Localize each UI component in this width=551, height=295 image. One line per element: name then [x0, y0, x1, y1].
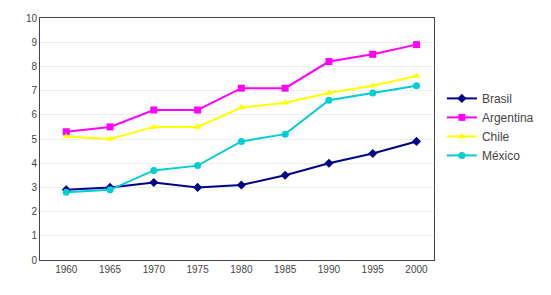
svg-text:1995: 1995	[362, 264, 385, 275]
svg-text:2000: 2000	[405, 264, 428, 275]
svg-text:1: 1	[31, 230, 37, 241]
svg-text:1970: 1970	[143, 264, 166, 275]
svg-text:10: 10	[26, 13, 38, 24]
svg-text:México: México	[482, 149, 520, 163]
svg-text:Brasil: Brasil	[482, 92, 512, 106]
svg-text:Argentina: Argentina	[482, 111, 534, 125]
svg-text:1975: 1975	[186, 264, 209, 275]
svg-text:4: 4	[31, 158, 37, 169]
svg-text:0: 0	[31, 255, 37, 266]
svg-text:6: 6	[31, 109, 37, 120]
svg-text:Chile: Chile	[482, 130, 510, 144]
svg-text:1960: 1960	[55, 264, 78, 275]
svg-text:1985: 1985	[274, 264, 297, 275]
svg-text:1990: 1990	[318, 264, 341, 275]
svg-text:1980: 1980	[230, 264, 253, 275]
svg-text:2: 2	[31, 206, 37, 217]
svg-text:3: 3	[31, 182, 37, 193]
svg-text:1965: 1965	[99, 264, 122, 275]
svg-text:9: 9	[31, 37, 37, 48]
svg-text:8: 8	[31, 61, 37, 72]
svg-text:5: 5	[31, 134, 37, 145]
svg-text:7: 7	[31, 85, 37, 96]
